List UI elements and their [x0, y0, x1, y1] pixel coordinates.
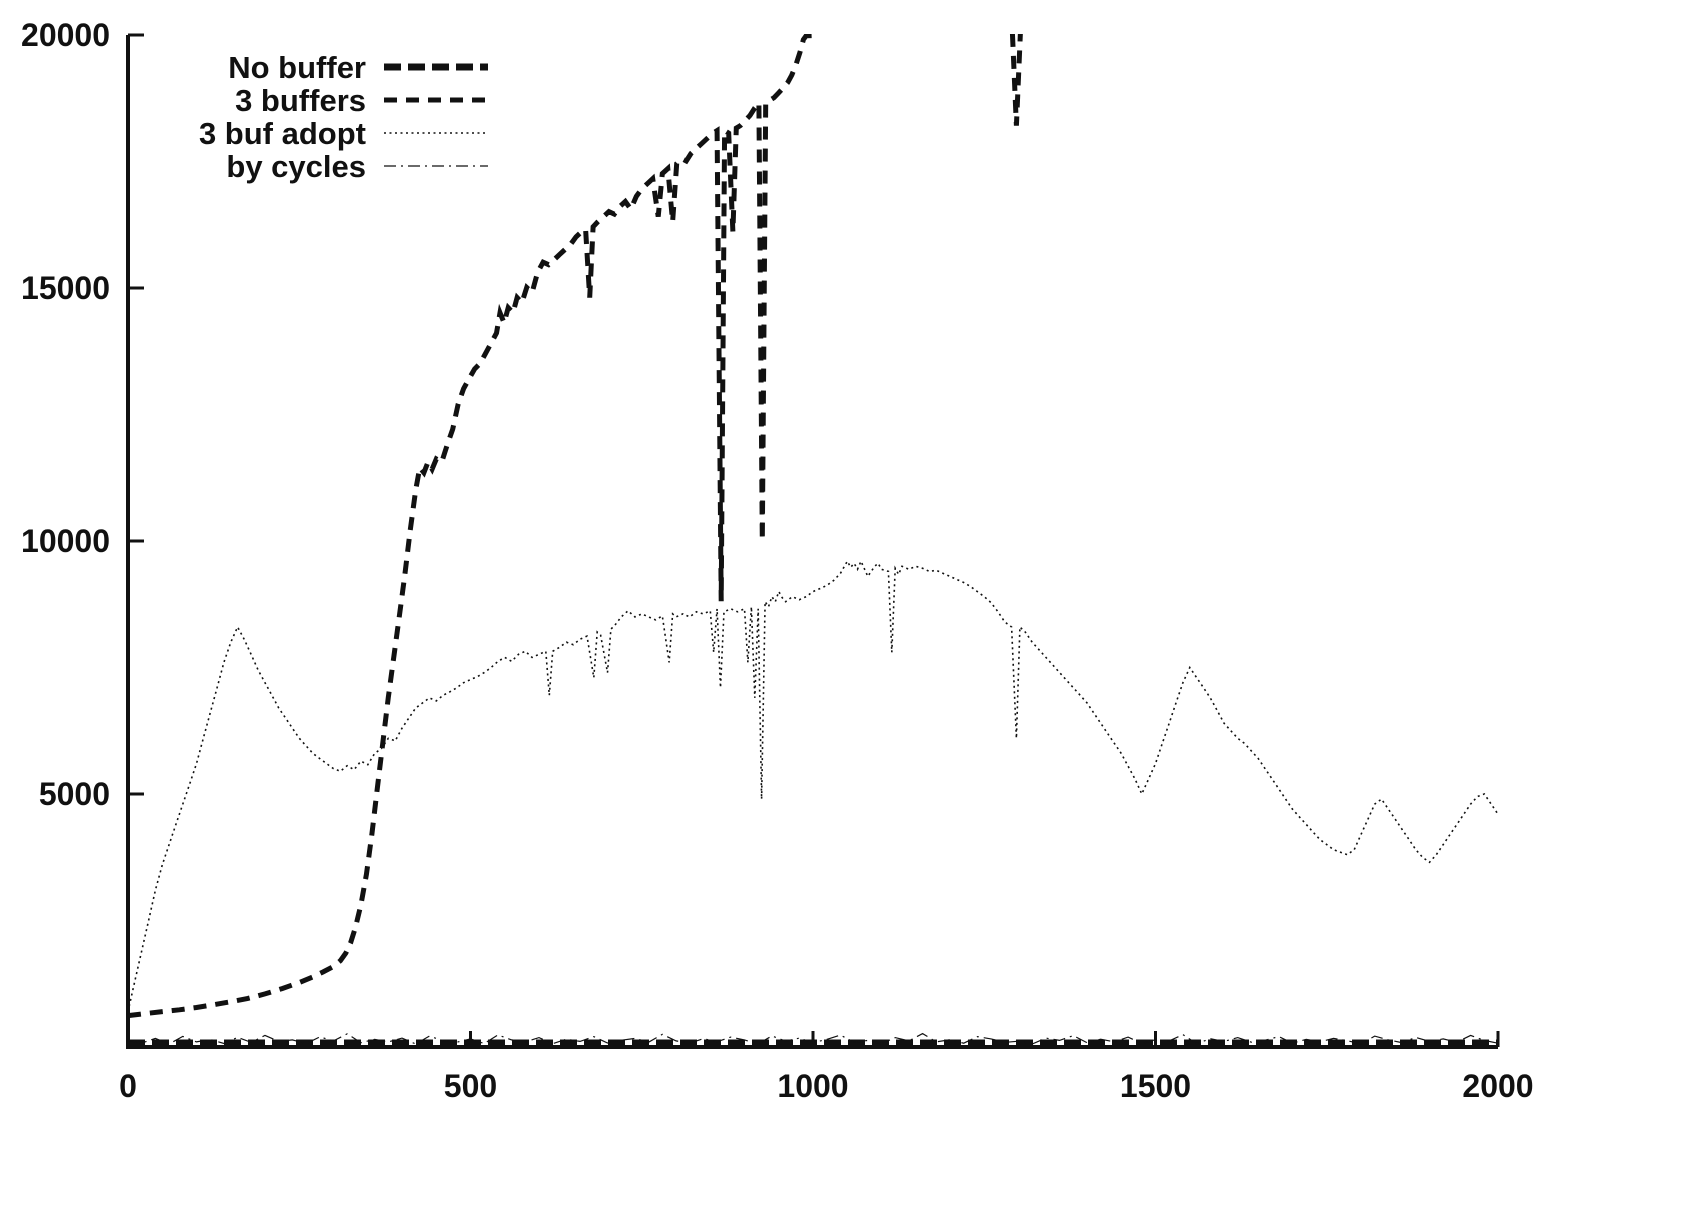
- x-tick-label: 500: [444, 1068, 497, 1104]
- series-line-by-cycles: [127, 1032, 1499, 1045]
- x-tick-label: 1000: [777, 1068, 848, 1104]
- y-tick-label: 5000: [39, 776, 110, 812]
- legend-label-no-buffer: No buffer: [228, 50, 366, 85]
- legend-label-by-cycles: by cycles: [226, 149, 366, 184]
- y-axis: 5000 10000 15000 20000: [21, 17, 144, 812]
- x-tick-label: 2000: [1462, 1068, 1533, 1104]
- y-tick-label: 15000: [21, 270, 110, 306]
- series-line-3-buffers: [127, 34, 1023, 1019]
- x-tick-label: 1500: [1120, 1068, 1191, 1104]
- axes-border: [126, 35, 1498, 1049]
- y-tick-label: 20000: [21, 17, 110, 53]
- x-axis: 0 500 1000 1500 2000: [119, 1031, 1534, 1104]
- series-line-3-buf-adopt: [127, 559, 1499, 1012]
- legend-label-3-buffers: 3 buffers: [235, 83, 366, 118]
- x-tick-label: 0: [119, 1068, 137, 1104]
- y-tick-label: 10000: [21, 523, 110, 559]
- legend-label-3-buf-adopt: 3 buf adopt: [199, 116, 366, 151]
